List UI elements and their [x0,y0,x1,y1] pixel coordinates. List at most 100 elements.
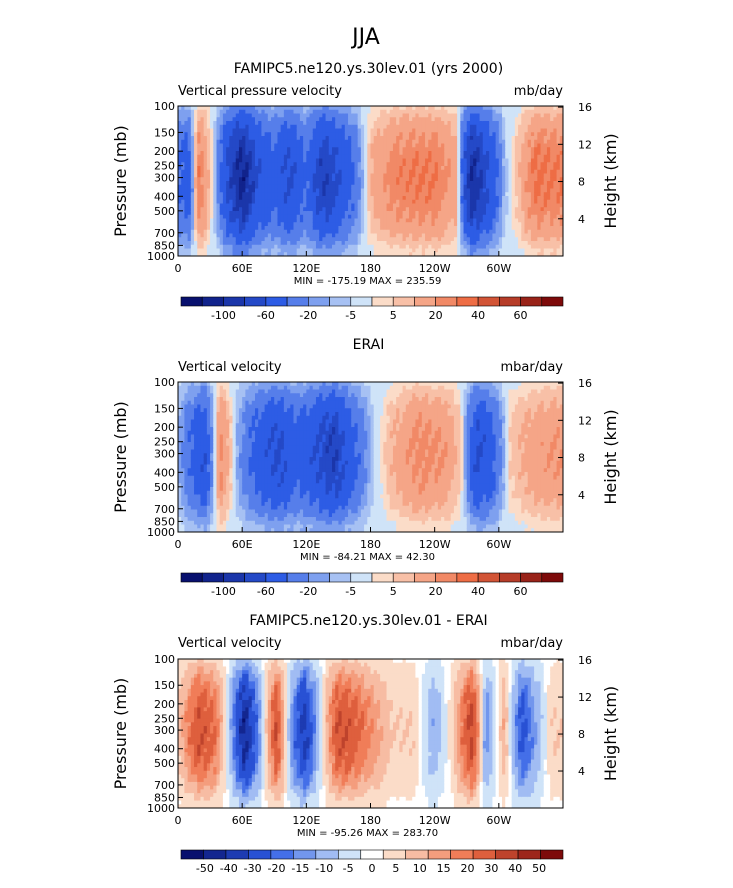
field-cell [341,192,346,197]
field-cell [550,154,554,160]
field-cell [469,128,474,133]
field-cell [482,211,487,216]
field-cell [197,117,202,122]
field-cell [415,117,420,122]
field-cell [328,252,333,256]
field-cell [409,132,413,137]
field-cell [527,181,532,186]
field-cell [421,218,426,223]
field-cell [181,113,186,118]
field-cell [392,237,397,242]
field-cell [534,117,538,122]
field-cell [184,415,189,421]
field-cell [431,233,436,238]
field-cell [357,211,362,216]
field-cell [380,229,384,235]
field-cell [264,151,269,156]
field-cell [232,166,237,171]
field-cell [344,184,349,190]
field-cell [463,218,468,223]
field-cell [376,192,381,197]
field-cell [216,252,221,256]
field-cell [344,196,349,201]
field-cell [341,229,346,235]
field-cell [200,151,205,156]
field-cell [476,203,481,208]
field-cell [441,192,445,197]
field-cell [502,218,506,223]
field-cell [473,214,477,220]
field-cell [194,229,198,235]
field-cell [553,151,558,156]
field-cell [386,252,391,256]
field-cell [213,109,218,115]
field-cell [271,252,275,256]
field-cell [418,132,423,137]
field-cell [505,121,510,126]
field-cell [415,252,420,256]
field-cell [178,241,182,246]
field-cell [178,453,182,458]
field-cell [463,181,468,186]
field-cell [181,412,186,417]
field-cell [492,173,497,178]
field-cell [425,106,429,111]
field-cell [463,192,468,197]
field-cell [415,192,420,197]
field-cell [229,128,234,133]
field-cell [258,162,263,167]
field-cell [546,188,551,193]
field-cell [181,222,186,227]
field-cell [437,241,442,246]
field-cell [489,124,494,130]
field-cell [476,166,481,171]
field-cell [492,117,497,122]
field-cell [412,154,417,160]
field-cell [338,154,343,160]
field-cell [341,237,346,242]
field-cell [514,237,519,242]
field-cell [505,132,510,137]
field-cell [258,128,263,133]
field-cell [498,132,503,137]
field-cell [553,169,558,175]
field-cell [453,188,458,193]
field-cell [434,151,439,156]
field-cell [543,139,548,145]
field-cell [489,166,494,171]
field-cell [271,139,275,145]
field-cell [444,199,449,205]
field-cell [322,229,327,235]
colorbar-swatch [265,296,288,307]
field-cell [226,222,230,227]
field-cell [181,192,186,197]
field-cell [364,128,368,133]
field-cell [553,124,558,130]
field-cell [543,106,548,111]
field-cell [409,154,413,160]
field-cell [380,132,384,137]
field-cell [399,162,404,167]
field-cell [543,233,548,238]
field-cell [293,124,298,130]
field-cell [206,109,211,115]
field-cell [367,233,372,238]
field-cell [460,233,465,238]
field-cell [194,233,198,238]
field-cell [441,196,445,201]
field-cell [534,203,538,208]
field-cell [450,226,455,231]
field-cell [367,121,372,126]
field-cell [184,214,189,220]
field-cell [498,211,503,216]
field-cell [354,207,359,212]
field-cell [277,169,282,175]
field-cell [370,173,375,178]
field-cell [457,218,461,223]
field-cell [540,229,545,235]
field-cell [482,222,487,227]
field-cell [210,158,214,163]
field-cell [415,229,420,235]
field-cell [351,154,356,160]
field-cell [425,222,429,227]
